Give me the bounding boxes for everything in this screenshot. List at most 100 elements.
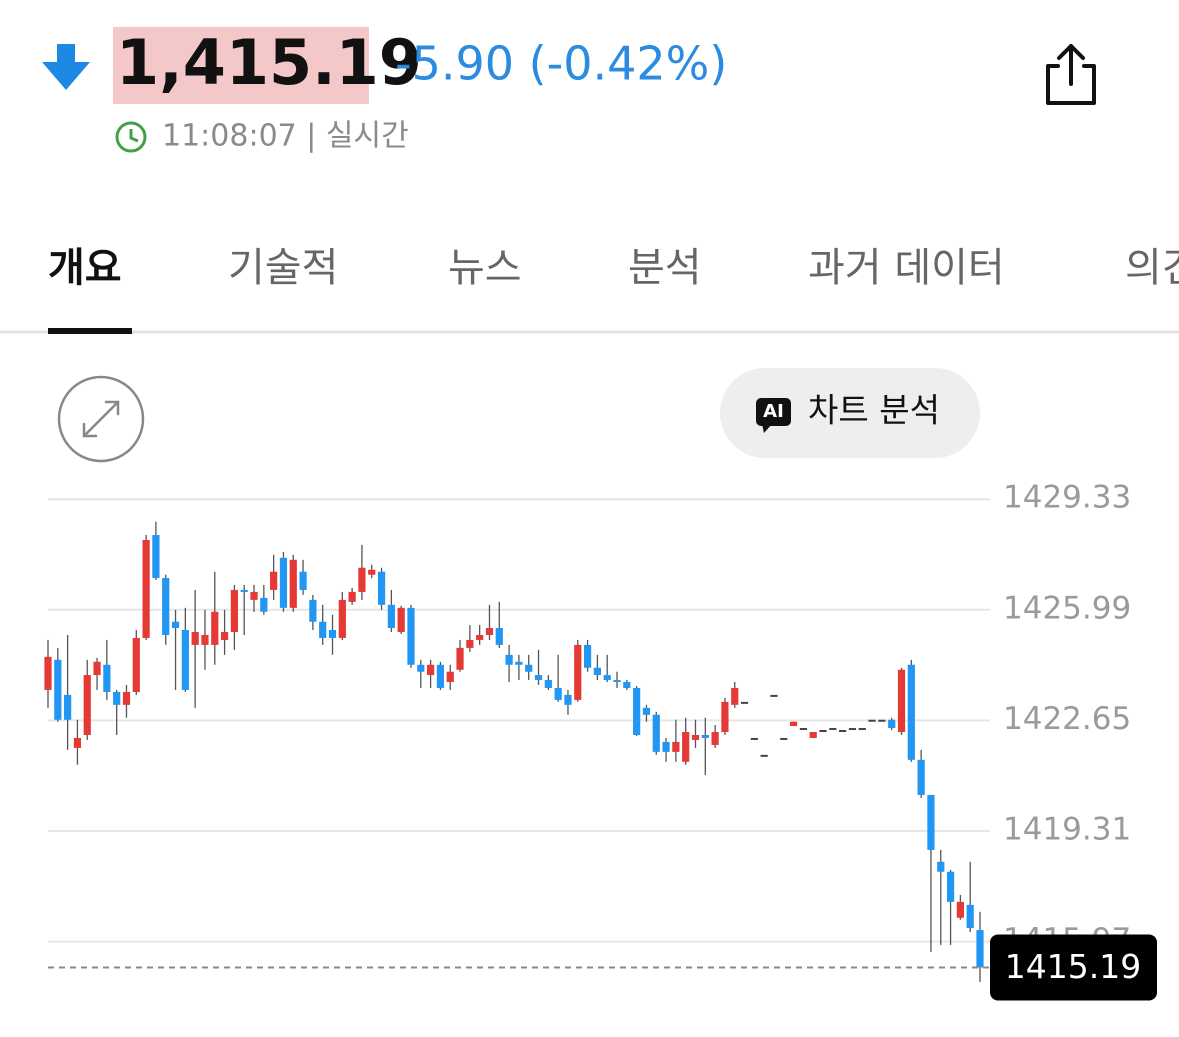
candle-body [279, 557, 288, 608]
candle-body [64, 694, 72, 720]
candle-body [377, 571, 386, 605]
candle-body [181, 630, 189, 690]
candle-body [799, 728, 808, 731]
tab-bar: 개요 기술적 뉴스 분석 과거 데이터 의견 [48, 245, 1179, 291]
candle-body [162, 578, 170, 635]
chart-analysis-button[interactable]: AI 차트 분석 [720, 368, 980, 458]
candle-body [387, 604, 395, 629]
price-change: -5.90 (-0.42%) [395, 37, 727, 91]
candle-body [515, 661, 523, 665]
candle-body [966, 904, 974, 929]
candle-body [633, 687, 641, 735]
candle-body [662, 741, 670, 752]
tab[interactable]: 뉴스 [448, 245, 522, 291]
clock-icon [115, 121, 147, 153]
candle-body [397, 607, 405, 632]
candle-body [829, 728, 837, 731]
candle-body [476, 634, 484, 640]
candle-body [456, 647, 464, 670]
candle-body [309, 599, 317, 622]
candle-body [83, 675, 91, 735]
candle-body [191, 631, 199, 645]
candle-body [868, 719, 876, 722]
update-time: 11:08:07 | 실시간 [162, 119, 409, 154]
last-price-tag [990, 934, 1157, 1001]
candle-body [946, 871, 955, 902]
candle-body [731, 687, 739, 705]
candle-body [956, 901, 964, 918]
candle-body [652, 714, 660, 752]
y-tick-label: 1419.31 [1003, 812, 1131, 848]
candle-body [623, 682, 631, 688]
candle-body [613, 680, 621, 683]
candle-body [446, 671, 454, 682]
active-tab-indicator [48, 328, 132, 334]
candle-body [338, 599, 346, 638]
candle-body [907, 664, 915, 760]
candle-body [839, 730, 847, 733]
candle-body [122, 691, 131, 705]
candle-body [544, 680, 552, 688]
candle-body [358, 567, 366, 592]
candle-body [93, 661, 101, 676]
price: 1,415.19 [116, 26, 422, 99]
candle-body [505, 654, 513, 665]
candle-body [927, 794, 935, 850]
candle-body [554, 687, 562, 700]
tab[interactable]: 과거 데이터 [808, 245, 1005, 291]
candle-body [260, 597, 268, 612]
button-label: 차트 분석 [808, 391, 940, 430]
candle-body [230, 589, 238, 632]
ai-badge: AI [763, 401, 784, 422]
last-price-label: 1415.19 [1005, 947, 1141, 986]
candle-body [495, 628, 503, 645]
candle-body [937, 861, 945, 872]
candle-body [54, 659, 62, 720]
candle-body [691, 734, 700, 740]
candle-body [593, 667, 601, 676]
candle-body [809, 732, 817, 738]
candle-body [220, 631, 229, 640]
candle-body [289, 559, 297, 608]
tab[interactable]: 분석 [628, 245, 702, 291]
candle-body [211, 611, 219, 645]
candle-body [858, 728, 866, 731]
tab[interactable]: 개요 [48, 245, 122, 291]
candle-body [113, 691, 121, 705]
candle-body [583, 644, 592, 668]
candle-body [976, 930, 984, 968]
candle-body [574, 644, 582, 700]
candle-body [790, 721, 798, 727]
candle-body [701, 734, 709, 738]
candle-body [299, 571, 307, 590]
candle-body [270, 571, 278, 590]
candle-body [250, 591, 258, 600]
candle-body [348, 591, 356, 602]
candle-body [201, 634, 209, 645]
candle-body [760, 754, 768, 757]
candle-body [672, 741, 680, 752]
candle-body [740, 701, 749, 704]
candle-body [407, 607, 415, 665]
candle-body [152, 534, 160, 579]
candle-body [917, 759, 925, 795]
candle-body [750, 737, 758, 740]
candlestick-chart: 1429.331425.991422.651419.311415.971415.… [44, 480, 1157, 1001]
expand-button[interactable] [57, 375, 145, 463]
candle-body [132, 637, 140, 692]
share-button[interactable] [1046, 44, 1096, 105]
candle-body [682, 732, 690, 762]
candle-body [711, 732, 719, 745]
tab[interactable]: 기술적 [228, 245, 338, 291]
candle-body [888, 719, 896, 729]
candle-body [525, 664, 533, 672]
candle-body [466, 639, 474, 648]
candle-body [819, 730, 827, 733]
candle-body [171, 621, 180, 629]
y-tick-label: 1425.99 [1003, 590, 1131, 626]
candle-body [368, 569, 376, 575]
tab[interactable]: 의견 [1125, 245, 1179, 291]
candle-body [878, 719, 886, 722]
candle-body [897, 669, 906, 733]
